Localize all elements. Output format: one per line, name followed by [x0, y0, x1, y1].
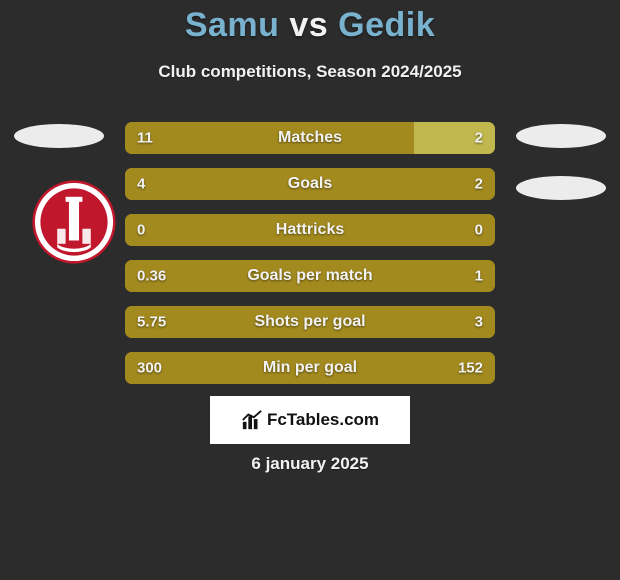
stat-value-left: 0.36	[137, 268, 166, 285]
stat-value-right: 3	[475, 314, 483, 331]
stat-row: Hattricks 0 0	[125, 214, 495, 246]
page-title: Samu vs Gedik	[0, 6, 620, 45]
footer-date: 6 january 2025	[0, 454, 620, 474]
stat-value-right: 1	[475, 268, 483, 285]
player1-name: Samu	[185, 6, 280, 44]
player2-name: Gedik	[338, 6, 435, 44]
stat-label: Matches	[278, 129, 342, 147]
vs-separator: vs	[289, 6, 328, 44]
stat-value-right: 2	[475, 130, 483, 147]
stat-value-right: 152	[458, 360, 483, 377]
stat-value-left: 5.75	[137, 314, 166, 331]
brand-text: FcTables.com	[267, 410, 379, 430]
stat-row: Shots per goal 5.75 3	[125, 306, 495, 338]
stat-label: Goals	[288, 175, 332, 193]
stat-value-left: 0	[137, 222, 145, 239]
brand-bars-icon	[241, 409, 263, 431]
stat-bar-left	[125, 122, 414, 154]
stat-row: Min per goal 300 152	[125, 352, 495, 384]
stat-row: Goals 4 2	[125, 168, 495, 200]
stat-value-right: 0	[475, 222, 483, 239]
brand-prefix: Fc	[267, 410, 287, 429]
stat-row: Matches 11 2	[125, 122, 495, 154]
stat-value-left: 11	[137, 130, 153, 147]
placeholder-pill-br	[516, 176, 606, 200]
stats-bars: Matches 11 2 Goals 4 2 Hattricks 0 0 Goals per ma…	[125, 122, 495, 398]
stat-label: Goals per match	[247, 267, 372, 285]
stat-value-left: 4	[137, 176, 145, 193]
stat-value-left: 300	[137, 360, 162, 377]
placeholder-pill-tl	[14, 124, 104, 148]
stat-value-right: 2	[475, 176, 483, 193]
comparison-card: Samu vs Gedik Club competitions, Season …	[0, 0, 620, 580]
stat-label: Shots per goal	[254, 313, 365, 331]
stat-label: Hattricks	[276, 221, 344, 239]
placeholder-pill-tr	[516, 124, 606, 148]
club-logo	[32, 180, 116, 264]
stat-row: Goals per match 0.36 1	[125, 260, 495, 292]
brand-card: FcTables.com	[210, 396, 410, 444]
brand-name: Tables.com	[287, 410, 379, 429]
stat-label: Min per goal	[263, 359, 357, 377]
subtitle: Club competitions, Season 2024/2025	[0, 62, 620, 82]
